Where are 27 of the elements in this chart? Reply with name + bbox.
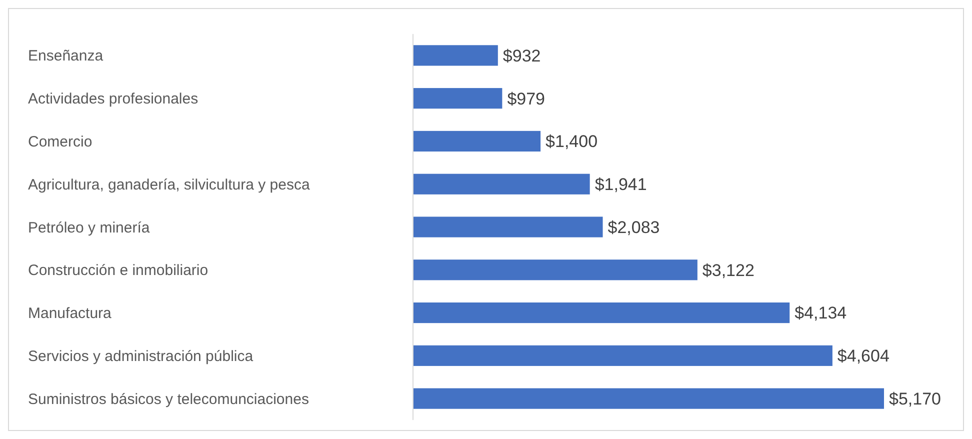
data-label: $1,400 <box>546 132 598 152</box>
bar <box>413 345 832 366</box>
data-label: $5,170 <box>889 390 941 409</box>
y-tick-label: Construcción e inmobiliario <box>28 262 208 280</box>
bar <box>413 388 884 409</box>
y-tick-label: Actividades profesionales <box>28 90 198 108</box>
data-label: $4,134 <box>794 304 847 323</box>
bar <box>413 88 502 109</box>
y-tick-label: Servicios y administración pública <box>28 348 254 365</box>
bar <box>413 174 590 194</box>
bar <box>413 260 698 280</box>
y-tick-label: Petróleo y minería <box>28 219 150 236</box>
bar <box>413 130 541 152</box>
y-tick-label: Suministros básicos y telecomunciaciones <box>28 390 309 408</box>
y-tick-label: Agricultura, ganadería, silvicultura y pesca <box>28 176 310 194</box>
y-tick-label: Comercio <box>28 133 92 150</box>
bar <box>413 216 603 238</box>
data-label: $4,604 <box>837 346 890 366</box>
bar <box>413 45 498 66</box>
data-label: $1,941 <box>594 175 647 194</box>
data-label: $932 <box>502 46 541 66</box>
bar <box>413 302 790 324</box>
data-label: $979 <box>507 89 546 108</box>
y-tick-label: Manufactura <box>28 305 112 322</box>
y-tick-label: Enseñanza <box>28 48 104 65</box>
data-label: $2,083 <box>608 218 660 237</box>
data-label: $3,122 <box>702 260 754 280</box>
